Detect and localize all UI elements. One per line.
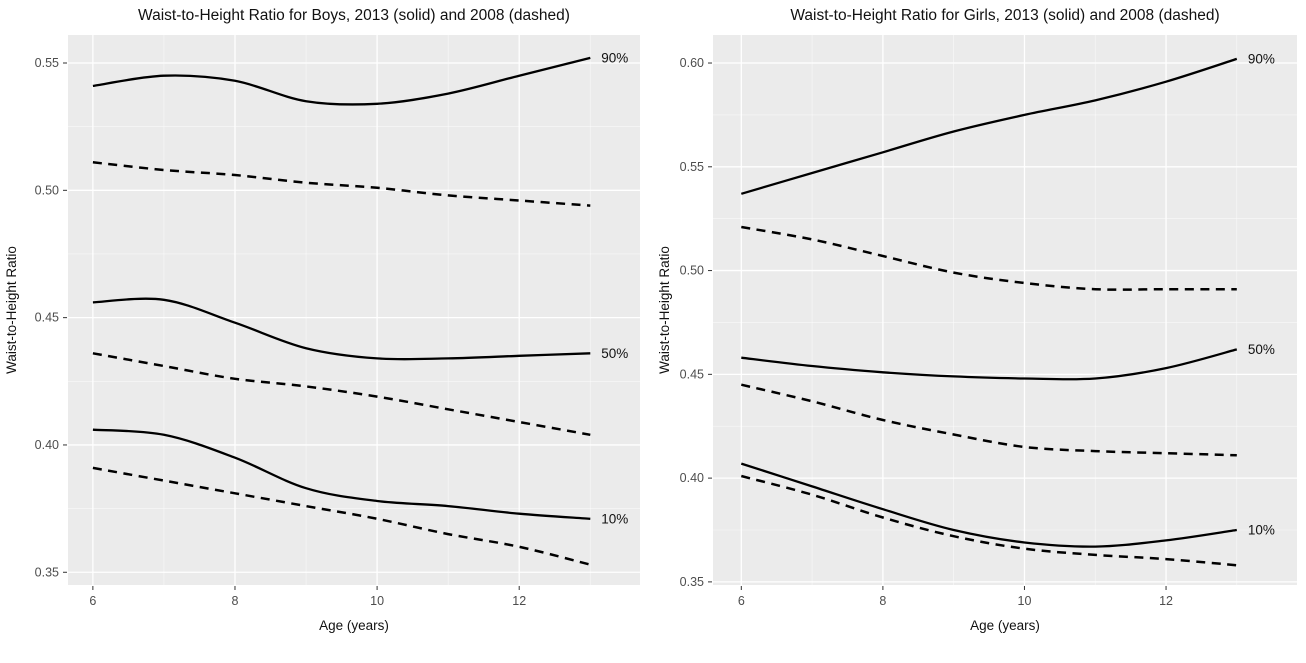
boys-percentile-label-10pct: 10% <box>601 511 628 526</box>
girls-line-50pct-2013-solid <box>741 348 1238 381</box>
girls-x-axis-title: Age (years) <box>970 618 1040 633</box>
girls-y-tick-label: 0.45 <box>680 367 704 381</box>
girls-plot-area: 90% 50% 10% 0.35 0.40 0.45 0.50 0.55 0.60 6 8 10 12 <box>680 35 1297 608</box>
girls-panel-background <box>713 35 1297 585</box>
boys-x-axis-title: Age (years) <box>319 618 389 633</box>
boys-y-tick-label: 0.40 <box>35 438 59 452</box>
girls-x-tick-label: 6 <box>738 594 745 608</box>
boys-chart-svg: Waist-to-Height Ratio for Boys, 2013 (so… <box>4 7 640 633</box>
girls-x-tick-label: 10 <box>1018 594 1032 608</box>
girls-y-tick-label: 0.40 <box>680 471 704 485</box>
girls-chart-title: Waist-to-Height Ratio for Girls, 2013 (s… <box>790 7 1219 24</box>
boys-plot-area: 90% 50% 10% 0.35 0.40 0.45 0.50 0.55 6 8 10 12 <box>35 35 640 608</box>
girls-line-10pct-2013-solid <box>740 462 1237 548</box>
girls-x-tick-label: 8 <box>879 594 886 608</box>
boys-percentile-label-90pct: 90% <box>601 50 628 65</box>
boys-y-tick-label: 0.45 <box>35 311 59 325</box>
boys-x-tick-label: 12 <box>512 594 526 608</box>
chart-boys: Waist-to-Height Ratio for Boys, 2013 (so… <box>4 7 640 633</box>
boys-y-tick-label: 0.55 <box>35 56 59 70</box>
boys-x-tick-label: 10 <box>370 594 384 608</box>
girls-line-10pct-2008-dashed <box>740 474 1237 567</box>
girls-percentile-label-50pct: 50% <box>1248 342 1275 357</box>
girls-y-tick-label: 0.55 <box>680 160 704 174</box>
girls-line-50pct-2008-dashed <box>741 383 1237 457</box>
boys-y-tick-label: 0.50 <box>35 183 59 197</box>
boys-panel-background <box>68 35 640 585</box>
boys-chart-title: Waist-to-Height Ratio for Boys, 2013 (so… <box>138 7 570 24</box>
boys-y-tick-label: 0.35 <box>35 565 59 579</box>
boys-percentile-label-50pct: 50% <box>601 346 628 361</box>
boys-x-tick-label: 6 <box>89 594 96 608</box>
girls-line-90pct-2013-solid <box>740 57 1238 195</box>
girls-chart-svg: Waist-to-Height Ratio for Girls, 2013 (s… <box>657 7 1297 633</box>
boys-line-10pct-2008-dashed <box>92 466 591 566</box>
boys-line-50pct-2013-solid <box>92 297 591 361</box>
boys-line-90pct-2013-solid <box>92 56 591 106</box>
girls-y-axis-title: Waist-to-Height Ratio <box>657 246 672 374</box>
girls-x-tick-label: 12 <box>1159 594 1173 608</box>
boys-line-50pct-2008-dashed <box>92 352 591 437</box>
chart-girls: Waist-to-Height Ratio for Girls, 2013 (s… <box>653 0 1306 663</box>
boys-y-axis-title: Waist-to-Height Ratio <box>4 246 19 374</box>
girls-percentile-label-90pct: 90% <box>1248 51 1275 66</box>
boys-line-90pct-2008-dashed <box>92 161 591 207</box>
girls-y-tick-label: 0.35 <box>680 575 704 589</box>
girls-y-tick-label: 0.60 <box>680 56 704 70</box>
girls-percentile-label-10pct: 10% <box>1248 523 1275 538</box>
boys-line-10pct-2013-solid <box>92 428 591 520</box>
boys-x-tick-label: 8 <box>232 594 239 608</box>
girls-line-90pct-2008-dashed <box>741 225 1237 291</box>
girls-y-tick-label: 0.50 <box>680 264 704 278</box>
